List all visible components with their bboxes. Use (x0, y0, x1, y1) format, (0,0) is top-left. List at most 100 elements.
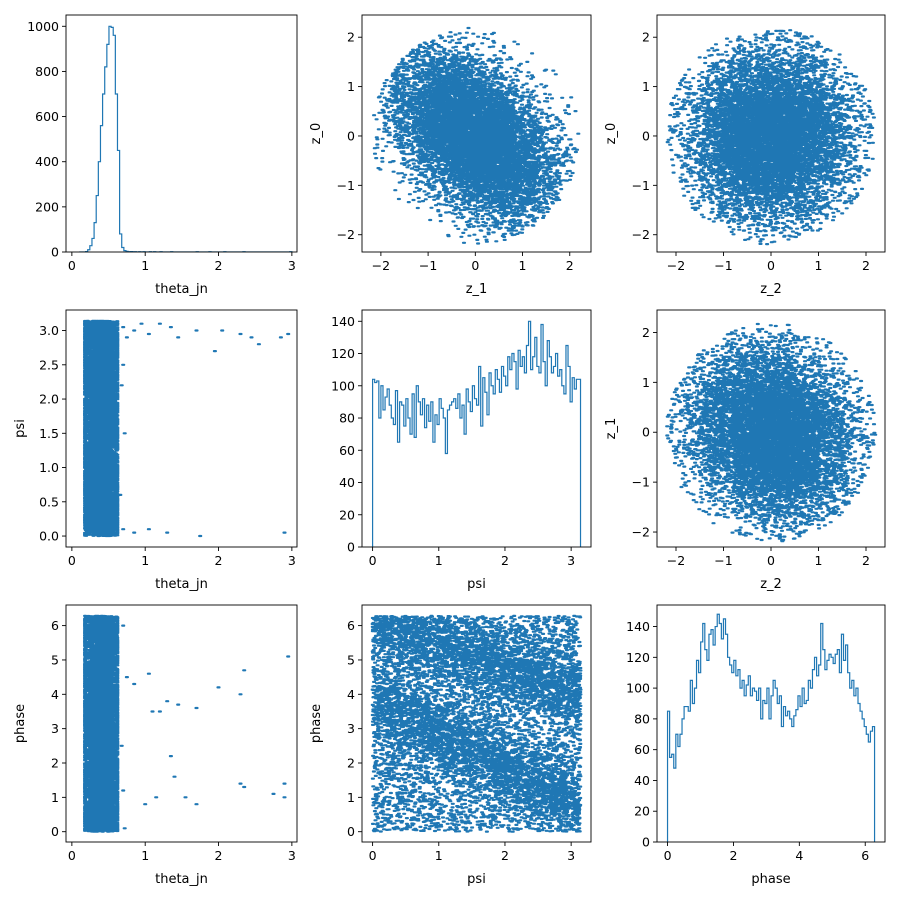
y-tick: 140 (626, 619, 657, 634)
y-tick: 800 (35, 64, 66, 79)
x-tick-label: 1 (141, 553, 149, 568)
y-axis-label: z_0 (309, 123, 324, 145)
y-tick: 80 (339, 411, 362, 426)
x-tick: 1 (141, 547, 149, 568)
x-axis-label: z_2 (760, 577, 782, 592)
x-tick-label: 0 (68, 258, 76, 273)
x-tick: 1 (815, 252, 823, 273)
x-tick-label: 0 (369, 553, 377, 568)
subplot-row2-col1: 0 1 2 3 0.0 0.5 1.0 1.5 2.0 2.5 3.0 theta_jn psi (13, 309, 298, 592)
x-tick-label: 1 (815, 258, 823, 273)
x-tick: 0 (68, 547, 76, 568)
x-tick: 0 (664, 842, 672, 863)
x-tick-label: 2 (862, 553, 870, 568)
y-tick-label: 2 (51, 756, 59, 771)
y-axis-label: z_1 (604, 418, 619, 440)
y-tick: 0 (347, 128, 362, 143)
x-tick-label: 1 (815, 553, 823, 568)
x-tick: 0 (369, 547, 377, 568)
y-tick-label: 120 (626, 650, 650, 665)
y-tick-label: 800 (35, 64, 59, 79)
subplot-row1-col1: 0 1 2 3 0 200 400 600 800 1000 theta_jn (27, 14, 298, 297)
plot-area (372, 26, 581, 245)
y-tick: 60 (634, 742, 657, 757)
subplot-row1-col2: −2 −1 0 1 2 −2 −1 0 1 2 z_1 z_0 (309, 14, 592, 297)
x-tick: 2 (729, 842, 737, 863)
y-tick: 6 (347, 618, 362, 633)
x-tick-label: 3 (567, 553, 575, 568)
x-tick-label: 2 (566, 258, 574, 273)
x-tick: 2 (215, 842, 223, 863)
plot-area (665, 29, 876, 246)
x-tick: −2 (667, 252, 685, 273)
axes-frame (65, 604, 298, 843)
plot-area (370, 614, 583, 833)
x-tick: 0 (767, 547, 775, 568)
x-tick: −1 (714, 547, 733, 568)
y-tick: −2 (632, 525, 657, 540)
y-tick: 20 (634, 804, 657, 819)
y-tick: 1 (642, 79, 657, 94)
x-axis-label: z_2 (760, 282, 782, 297)
y-tick: −1 (337, 178, 362, 193)
axes-frame (65, 14, 298, 253)
y-tick: 400 (35, 154, 66, 169)
x-tick: 3 (567, 842, 575, 863)
x-tick-label: 1 (435, 848, 443, 863)
x-axis-label: z_1 (466, 282, 488, 297)
y-tick-label: 2.5 (39, 357, 59, 372)
y-tick: 0 (51, 245, 66, 260)
y-tick: 0.0 (39, 529, 66, 544)
y-tick-label: 80 (339, 411, 355, 426)
scatter-points (370, 614, 583, 833)
y-tick: 3 (347, 721, 362, 736)
x-tick-label: 0 (767, 553, 775, 568)
y-tick-label: 1 (347, 790, 355, 805)
x-tick-label: −2 (372, 258, 390, 273)
x-tick-label: 2 (501, 848, 509, 863)
plot-area (666, 613, 876, 842)
scatter-points (83, 614, 291, 833)
y-tick: 140 (331, 314, 362, 329)
x-tick: 3 (288, 842, 296, 863)
x-tick-label: 3 (288, 848, 296, 863)
axes-frame (361, 14, 592, 253)
y-tick: 0 (642, 128, 657, 143)
x-tick: 1 (141, 842, 149, 863)
x-tick: 0 (68, 252, 76, 273)
y-tick-label: −2 (632, 525, 650, 540)
x-tick: 2 (862, 252, 870, 273)
y-tick-label: 0 (347, 824, 355, 839)
x-axis-label: phase (751, 872, 790, 887)
y-tick-label: 4 (347, 687, 355, 702)
x-tick-label: 1 (141, 848, 149, 863)
y-tick-label: 140 (331, 314, 355, 329)
axes-frame (361, 604, 592, 843)
y-tick: 100 (626, 681, 657, 696)
axes-frame (656, 604, 886, 843)
subplot-row2-col2: 0 1 2 3 0 20 40 60 80 100 120 140 psi (331, 309, 592, 592)
y-tick-label: 100 (331, 378, 355, 393)
y-tick: 1 (347, 79, 362, 94)
y-tick-label: 0 (51, 245, 59, 260)
plot-area (371, 320, 582, 547)
y-tick-label: 1 (642, 79, 650, 94)
x-axis-label: theta_jn (155, 282, 208, 297)
y-tick-label: 600 (35, 109, 59, 124)
x-tick-label: 3 (567, 848, 575, 863)
x-tick-label: 6 (861, 848, 869, 863)
y-tick-label: 0 (347, 128, 355, 143)
y-tick: 40 (339, 475, 362, 490)
y-tick-label: 1 (51, 790, 59, 805)
y-axis-label: phase (309, 704, 324, 743)
y-tick: 2 (642, 325, 657, 340)
y-tick-label: −2 (632, 227, 650, 242)
x-tick: −1 (419, 252, 437, 273)
y-tick-label: 120 (331, 346, 355, 361)
x-tick-label: −2 (667, 258, 685, 273)
y-tick: 1 (51, 790, 66, 805)
plot-area (665, 322, 878, 543)
y-tick-label: 2 (347, 30, 355, 45)
y-tick: 2.5 (39, 357, 66, 372)
